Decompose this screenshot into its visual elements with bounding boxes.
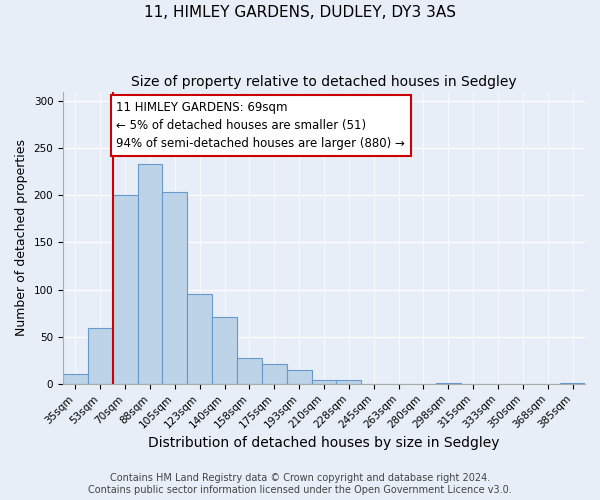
Title: Size of property relative to detached houses in Sedgley: Size of property relative to detached ho… (131, 75, 517, 89)
Bar (311, 380, 337, 384)
Text: 11 HIMLEY GARDENS: 69sqm
← 5% of detached houses are smaller (51)
94% of semi-de: 11 HIMLEY GARDENS: 69sqm ← 5% of detache… (116, 101, 406, 150)
Bar (212, 317, 237, 384)
Bar (187, 294, 212, 384)
Text: Contains HM Land Registry data © Crown copyright and database right 2024.
Contai: Contains HM Land Registry data © Crown c… (88, 474, 512, 495)
Text: 11, HIMLEY GARDENS, DUDLEY, DY3 3AS: 11, HIMLEY GARDENS, DUDLEY, DY3 3AS (144, 5, 456, 20)
X-axis label: Distribution of detached houses by size in Sedgley: Distribution of detached houses by size … (148, 436, 500, 450)
Bar (337, 380, 361, 384)
Bar (436, 383, 461, 384)
Bar (287, 370, 311, 384)
Bar (163, 192, 187, 384)
Bar (560, 383, 585, 384)
Bar (88, 328, 113, 384)
Bar (113, 196, 137, 384)
Bar (237, 358, 262, 384)
Bar (137, 164, 163, 384)
Bar (63, 374, 88, 384)
Bar (262, 364, 287, 384)
Y-axis label: Number of detached properties: Number of detached properties (15, 139, 28, 336)
